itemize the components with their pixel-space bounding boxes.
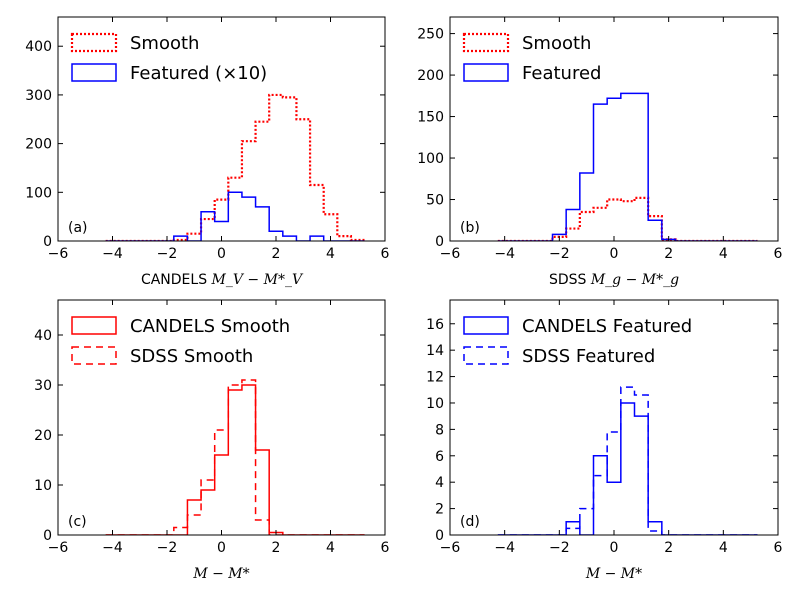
panel-label: (a) <box>68 220 88 236</box>
x-tick-label: −6 <box>440 540 461 556</box>
series-2-histogram <box>497 92 758 241</box>
x-axis-label: CANDELS M_V − M*_V <box>141 272 304 288</box>
x-axis-label: M − M* <box>192 566 249 582</box>
y-tick-label: 50 <box>426 193 444 209</box>
y-tick-label: 14 <box>426 343 444 359</box>
y-tick-label: 6 <box>435 449 444 465</box>
legend-swatch-1 <box>71 316 117 335</box>
y-tick-label: 12 <box>426 370 444 386</box>
series-1-histogram <box>105 384 365 535</box>
x-tick-label: −6 <box>48 540 69 556</box>
chart-panel-1: −6 −4 −2 0 2 4 6 0 100 200 300 400 CANDELS M_V − M*_… <box>25 16 390 288</box>
x-tick-label: −4 <box>494 246 515 262</box>
legend-swatch-2 <box>463 346 509 365</box>
y-tick-label: 10 <box>426 396 444 412</box>
legend-label-2: Featured <box>522 63 601 84</box>
x-tick-label: 6 <box>774 246 783 262</box>
series-1-histogram <box>497 402 758 535</box>
x-tick-label: 0 <box>217 246 226 262</box>
y-tick-label: 8 <box>435 422 444 438</box>
series-2-histogram <box>105 379 365 535</box>
y-tick-label: 10 <box>34 478 52 494</box>
y-tick-label: 200 <box>25 137 52 153</box>
x-tick-label: 4 <box>719 246 728 262</box>
x-tick-label: −4 <box>494 540 515 556</box>
x-tick-label: −2 <box>549 246 570 262</box>
series-1-histogram <box>105 93 366 241</box>
y-tick-label: 16 <box>426 317 444 333</box>
y-tick-label: 100 <box>25 185 52 201</box>
x-tick-label: 2 <box>272 246 281 262</box>
series-2-histogram <box>105 191 365 241</box>
legend-label-1: CANDELS Featured <box>522 316 692 337</box>
legend-swatch-2 <box>463 63 509 82</box>
x-tick-label: 2 <box>664 540 673 556</box>
x-axis-label: SDSS M_g − M*_g <box>549 272 679 288</box>
legend-label-2: SDSS Smooth <box>130 346 253 367</box>
y-tick-label: 2 <box>435 502 444 518</box>
y-tick-label: 0 <box>43 234 52 250</box>
x-tick-label: 2 <box>272 540 281 556</box>
y-tick-label: 4 <box>435 475 444 491</box>
x-tick-label: −2 <box>157 540 178 556</box>
x-tick-label: −2 <box>157 246 178 262</box>
panel-label: (c) <box>68 514 87 530</box>
y-tick-label: 20 <box>34 428 52 444</box>
legend-swatch-1 <box>463 316 509 335</box>
y-tick-label: 40 <box>34 328 52 344</box>
y-tick-label: 150 <box>417 110 444 126</box>
series-2-histogram <box>497 386 758 535</box>
y-tick-label: 200 <box>417 68 444 84</box>
x-tick-label: 2 <box>664 246 673 262</box>
x-tick-label: −6 <box>48 246 69 262</box>
legend-label-2: SDSS Featured <box>522 346 655 367</box>
legend-swatch-1 <box>462 32 510 53</box>
x-tick-label: −2 <box>549 540 570 556</box>
x-axis-label: M − M* <box>585 566 642 582</box>
y-tick-label: 0 <box>435 528 444 544</box>
x-tick-label: 6 <box>381 540 390 556</box>
x-tick-label: 4 <box>326 246 335 262</box>
y-tick-label: 0 <box>43 528 52 544</box>
y-tick-label: 300 <box>25 88 52 104</box>
legend-swatch-1 <box>70 32 118 53</box>
x-tick-label: −4 <box>102 540 123 556</box>
chart-panel-3: −6 −4 −2 0 2 4 6 0 10 20 30 40 M − M* (c) CANDELS Smoo… <box>34 299 390 582</box>
panel-label: (d) <box>460 514 480 530</box>
y-tick-label: 400 <box>25 39 52 55</box>
series-1-histogram <box>497 196 758 241</box>
y-tick-label: 30 <box>34 378 52 394</box>
legend-swatch-2 <box>71 346 117 365</box>
legend-label-2: Featured (×10) <box>130 63 267 84</box>
legend-label-1: Smooth <box>130 33 199 54</box>
x-tick-label: 0 <box>217 540 226 556</box>
y-tick-label: 250 <box>417 27 444 43</box>
legend-label-1: Smooth <box>522 33 591 54</box>
legend-swatch-2 <box>71 63 117 82</box>
legend-label-1: CANDELS Smooth <box>130 316 290 337</box>
x-tick-label: 4 <box>326 540 335 556</box>
x-tick-label: 4 <box>719 540 728 556</box>
y-tick-label: 0 <box>435 234 444 250</box>
x-tick-label: 6 <box>774 540 783 556</box>
x-tick-label: 0 <box>610 540 619 556</box>
chart-panel-2: −6 −4 −2 0 2 4 6 0 50 100 150 200 250 SDSS M_g − M*_g… <box>417 16 783 288</box>
y-tick-label: 100 <box>417 151 444 167</box>
x-tick-label: 6 <box>381 246 390 262</box>
x-tick-label: −6 <box>440 246 461 262</box>
x-tick-label: 0 <box>610 246 619 262</box>
chart-panel-4: −6 −4 −2 0 2 4 6 0 2 4 6 8 10 12 14 16 M − M* (d) CANDELS … <box>426 299 783 582</box>
x-tick-label: −4 <box>102 246 123 262</box>
panel-label: (b) <box>460 220 480 236</box>
